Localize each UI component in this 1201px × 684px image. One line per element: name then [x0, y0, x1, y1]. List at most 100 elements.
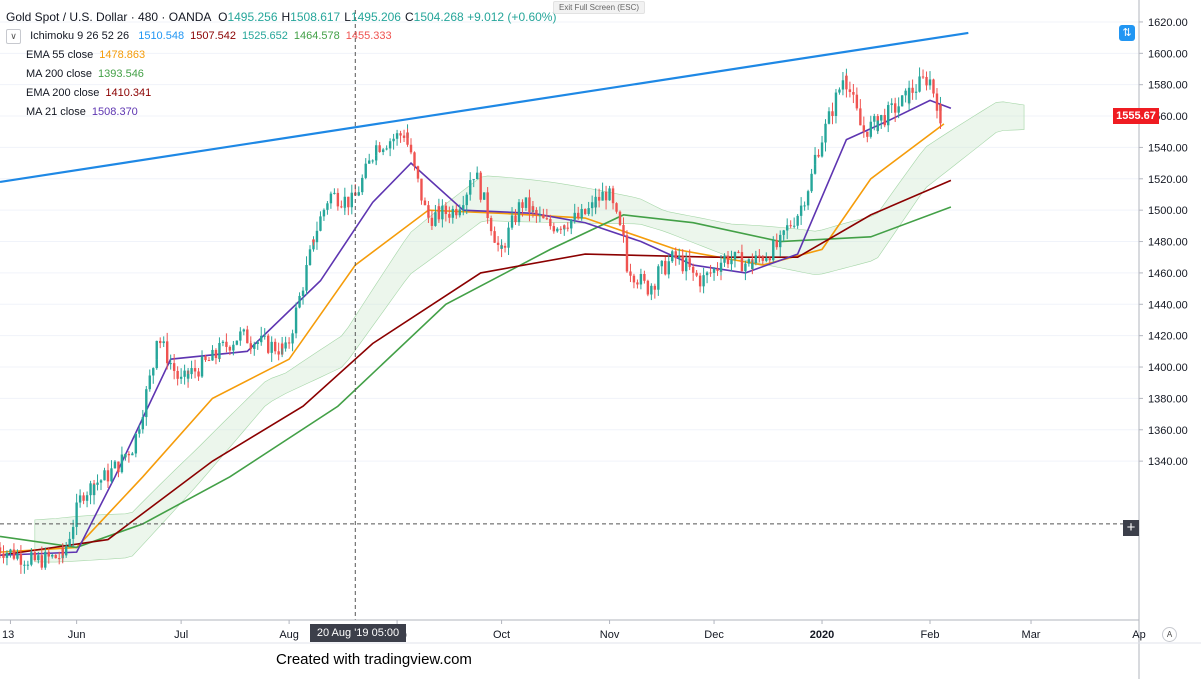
- candle-body: [646, 280, 650, 295]
- candle-body: [604, 191, 608, 201]
- candle-body: [54, 554, 57, 559]
- indicator-row[interactable]: EMA 55 close 1478.863: [6, 46, 556, 65]
- candle-body: [427, 205, 430, 218]
- candle-body: [803, 205, 806, 207]
- candle-body: [368, 160, 371, 164]
- candle-body: [64, 546, 68, 556]
- candle-body: [221, 341, 225, 343]
- candle-body: [667, 261, 670, 275]
- candle-body: [775, 240, 778, 248]
- candle-body: [148, 375, 151, 390]
- indicator-row[interactable]: EMA 200 close 1410.341: [6, 84, 556, 103]
- candle-body: [33, 552, 37, 561]
- candle-body: [253, 343, 256, 349]
- candle-body: [308, 249, 312, 265]
- candle-body: [671, 251, 674, 262]
- sync-icon[interactable]: ⇅: [1119, 25, 1135, 41]
- candle-body: [263, 335, 266, 337]
- candle-body: [740, 252, 744, 272]
- candle-body: [152, 368, 155, 376]
- candle-body: [16, 553, 19, 559]
- ichimoku-values: 1510.548 1507.542 1525.652 1464.578 1455.333: [132, 30, 391, 42]
- candle-body: [643, 273, 646, 281]
- time-tick-label: Dec: [704, 629, 724, 641]
- exit-fullscreen-button[interactable]: Exit Full Screen (ESC): [553, 1, 646, 14]
- candle-body: [618, 211, 622, 226]
- candle-body: [298, 295, 301, 308]
- candle-body: [399, 133, 402, 136]
- candle-body: [855, 94, 859, 109]
- time-tick-label: 2020: [810, 629, 834, 641]
- candle-body: [319, 216, 322, 231]
- candle-body: [688, 258, 691, 266]
- candle-body: [904, 90, 907, 96]
- time-tick-label: Ap: [1132, 629, 1145, 641]
- candle-body: [768, 258, 771, 261]
- candle-body: [235, 340, 239, 345]
- candle-body: [482, 192, 486, 200]
- price-change: +9.012 (+0.60%): [467, 10, 557, 24]
- candle-body: [782, 230, 785, 232]
- candle-body: [472, 179, 475, 181]
- plus-icon[interactable]: +: [1123, 520, 1139, 536]
- candle-body: [200, 356, 204, 377]
- indicator-value: 1508.370: [91, 106, 138, 118]
- price-axis: 1340.00 1360.00 1380.00 1400.00 1420.00 1440.…: [1138, 0, 1188, 679]
- candle-body: [723, 255, 726, 263]
- indicator-value: 1410.341: [105, 87, 152, 99]
- candle-body: [172, 363, 176, 371]
- ichimoku-value: 1455.333: [345, 30, 392, 42]
- candle-body: [528, 197, 531, 212]
- ichimoku-row[interactable]: ∨ Ichimoku 9 26 52 26 1510.548 1507.542 15…: [6, 27, 556, 46]
- time-axis: 13JunJulAugSepOctNovDec2020FebMarAp: [0, 619, 1201, 644]
- candle-body: [580, 208, 583, 219]
- candle-body: [99, 480, 103, 483]
- time-tick-label: Jun: [68, 629, 86, 641]
- indicator-name: MA 200 close: [26, 68, 93, 80]
- candle-body: [179, 376, 183, 379]
- candle-body: [758, 255, 761, 258]
- candle-body: [85, 495, 89, 501]
- indicator-row[interactable]: MA 21 close 1508.370: [6, 103, 556, 122]
- indicator-value: 1393.546: [98, 68, 144, 80]
- candle-body: [378, 145, 381, 153]
- candle-body: [183, 370, 186, 377]
- candle-body: [570, 219, 573, 229]
- candle-body: [813, 154, 817, 165]
- candle-body: [207, 360, 211, 362]
- candle-body: [796, 215, 799, 226]
- candle-body: [228, 346, 232, 351]
- candle-body: [726, 255, 730, 265]
- candle-body: [702, 275, 705, 287]
- indicator-row[interactable]: MA 200 close 1393.546: [6, 65, 556, 84]
- price-tick-label: 1340.00: [1148, 456, 1188, 468]
- candle-body: [448, 214, 451, 218]
- candle-body: [517, 202, 521, 223]
- candle-body: [824, 123, 827, 143]
- ichimoku-value: 1510.548: [138, 30, 185, 42]
- candle-body: [587, 208, 590, 215]
- chevron-down-icon[interactable]: ∨: [6, 28, 21, 44]
- ohlc-o: O1495.256: [218, 10, 278, 24]
- auto-scale-button[interactable]: A: [1162, 627, 1177, 642]
- candle-body: [82, 495, 85, 501]
- candle-body: [96, 482, 99, 485]
- ichimoku-cloud: [34, 101, 1025, 563]
- candle-body: [385, 148, 388, 150]
- candle-body: [827, 111, 831, 124]
- candle-body: [754, 255, 758, 264]
- candle-body: [900, 95, 904, 107]
- candle-body: [2, 553, 5, 558]
- candle-body: [657, 279, 660, 290]
- candle-body: [681, 256, 684, 272]
- candle-body: [218, 342, 221, 359]
- candle-body: [402, 135, 406, 138]
- candle-body: [594, 196, 597, 208]
- candle-body: [737, 251, 740, 253]
- candle-body: [489, 218, 493, 232]
- candle-body: [705, 272, 709, 276]
- candle-body: [406, 132, 409, 145]
- candle-body: [51, 554, 54, 557]
